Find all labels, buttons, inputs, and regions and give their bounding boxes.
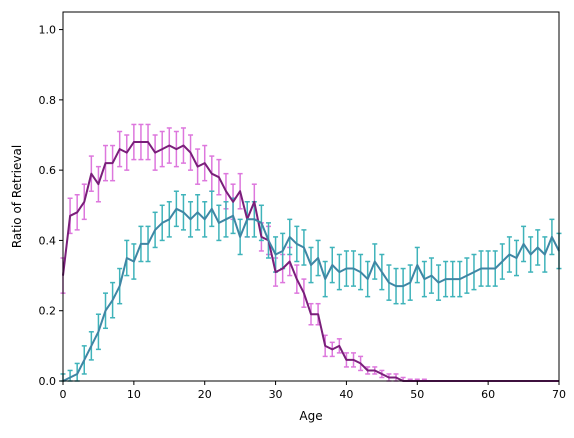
y-tick-label: 0.8 xyxy=(39,94,57,107)
x-tick-label: 50 xyxy=(410,388,424,401)
x-tick-label: 0 xyxy=(60,388,67,401)
series-line-2 xyxy=(62,207,560,382)
x-tick-label: 20 xyxy=(198,388,212,401)
error-bars-layer xyxy=(60,123,562,382)
x-axis-label: Age xyxy=(299,409,322,423)
x-tick-label: 70 xyxy=(552,388,566,401)
x-tick-label: 30 xyxy=(269,388,283,401)
x-tick-label: 60 xyxy=(481,388,495,401)
y-tick-label: 0.2 xyxy=(39,305,57,318)
x-tick-label: 10 xyxy=(127,388,141,401)
x-tick-label: 40 xyxy=(339,388,353,401)
y-tick-label: 0.0 xyxy=(39,375,57,388)
y-tick-label: 0.4 xyxy=(39,234,57,247)
x-axis-ticks: 0 10 20 30 40 50 60 70 xyxy=(60,381,566,401)
y-tick-label: 1.0 xyxy=(39,24,57,37)
y-axis-ticks: 0.0 0.2 0.4 0.6 0.8 1.0 xyxy=(39,24,63,388)
y-tick-label: 0.6 xyxy=(39,164,57,177)
plot-area-frame xyxy=(62,11,560,382)
y-axis-label: Ratio of Retrieval xyxy=(10,145,24,248)
